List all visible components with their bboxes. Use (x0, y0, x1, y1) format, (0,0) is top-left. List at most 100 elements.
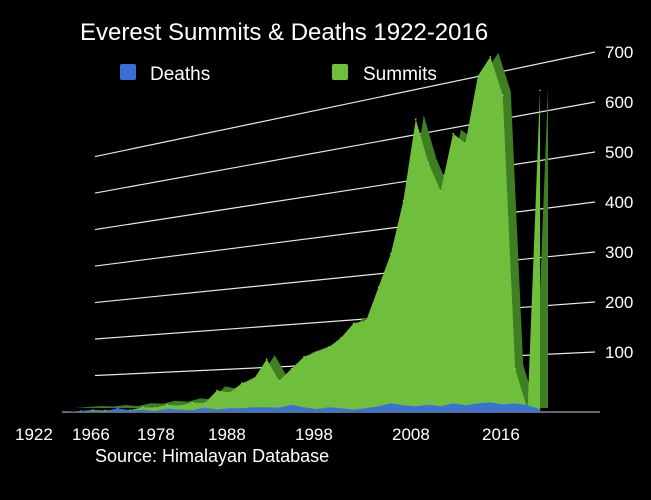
deaths-point-1982 (166, 408, 168, 410)
deaths-point-2014 (514, 402, 516, 404)
gridline-300 (94, 251, 596, 304)
deaths-point-1999 (328, 406, 330, 408)
x-tick-label: 1998 (295, 425, 333, 444)
gridline-500 (94, 151, 596, 231)
legend-swatch-summits (332, 64, 348, 80)
deaths-point-1986 (191, 409, 193, 411)
y-tick-label: 400 (605, 193, 633, 212)
y-tick-label: 100 (605, 343, 633, 362)
summits-point-2010 (464, 142, 467, 144)
summits-point-2004 (390, 252, 392, 255)
summits-point-2016 (539, 89, 541, 92)
summits-point-1994 (265, 358, 268, 361)
deaths-point-1994 (266, 406, 268, 408)
deaths-point-1984 (179, 409, 181, 411)
deaths-point-1996 (290, 404, 293, 406)
x-tick-label: 1966 (72, 425, 110, 444)
summits-point-1982 (166, 404, 169, 406)
summits-point-1993 (253, 377, 256, 380)
summits-point-1972 (104, 409, 107, 412)
plot-area (67, 52, 548, 413)
deaths-point-2005 (402, 404, 404, 406)
summits-point-1984 (178, 404, 181, 407)
deaths-point-2008 (440, 405, 442, 407)
summits-point-1998 (315, 351, 318, 353)
summits-point-1978 (141, 406, 144, 409)
deaths-point-1993 (253, 406, 255, 408)
y-tick-label: 300 (605, 243, 633, 262)
summits-point-2003 (377, 286, 380, 289)
deaths-point-1998 (315, 408, 318, 410)
deaths-point-1995 (278, 407, 280, 409)
summits-point-2001 (352, 322, 355, 325)
deaths-point-1922 (67, 411, 69, 413)
x-tick-label: 1988 (208, 425, 246, 444)
deaths-point-2015 (526, 404, 529, 406)
deaths-point-2000 (340, 407, 342, 409)
deaths-point-1966 (79, 410, 82, 412)
gridline-700 (94, 51, 596, 158)
deaths-point-1991 (228, 407, 231, 409)
deaths-point-2016 (539, 408, 541, 410)
deaths-point-2004 (390, 402, 392, 404)
deaths-point-2009 (452, 402, 454, 404)
summits-point-1980 (154, 406, 156, 409)
y-tick-label: 500 (605, 143, 633, 162)
deaths-point-1974 (117, 407, 119, 409)
deaths-point-2001 (353, 409, 355, 411)
deaths-point-2007 (427, 404, 429, 406)
deaths-point-2012 (489, 401, 491, 403)
deaths-point-1992 (241, 407, 243, 409)
summits-point-2014 (514, 368, 516, 370)
summits-point-1992 (241, 382, 243, 385)
summits-point-2002 (365, 320, 367, 322)
x-tick-label: 1978 (137, 425, 175, 444)
summits-point-1988 (203, 402, 206, 405)
deaths-point-1990 (216, 409, 218, 411)
x-tick-label: 1922 (15, 425, 53, 444)
summits-area (68, 56, 540, 413)
y-tick-label: 600 (605, 93, 633, 112)
x-tick-label: 2016 (482, 425, 520, 444)
legend-label-summits: Summits (363, 64, 437, 85)
summits-point-1995 (278, 380, 280, 382)
deaths-point-1988 (204, 407, 206, 409)
deaths-point-2013 (502, 403, 504, 405)
x-tick-label: 2008 (392, 425, 430, 444)
summits-point-2011 (477, 75, 479, 77)
deaths-point-2010 (464, 404, 467, 406)
summits-point-1996 (290, 368, 293, 370)
summits-point-2007 (427, 161, 430, 164)
x-axis-ticks: 1922 1966 1978 1988 1998 2008 2016 (15, 425, 520, 444)
gridlines (62, 51, 600, 413)
summits-point-2009 (452, 132, 454, 135)
summits-point-1970 (92, 409, 94, 411)
summits-point-2013 (501, 94, 504, 96)
deaths-point-1980 (154, 410, 156, 412)
legend-swatch-deaths (120, 64, 136, 80)
summits-point-1990 (216, 389, 218, 392)
legend-label-deaths: Deaths (150, 64, 210, 85)
deaths-point-1997 (303, 406, 305, 408)
summits-point-2006 (414, 118, 417, 120)
legend: Deaths Summits (120, 64, 437, 85)
deaths-point-1976 (129, 409, 131, 412)
deaths-point-2003 (377, 405, 380, 407)
summits-point-2008 (439, 190, 442, 192)
summits-point-1997 (303, 356, 305, 358)
summits-point-2012 (489, 56, 492, 58)
deaths-point-2011 (477, 402, 479, 404)
y-axis-ticks: 100 200 300 400 500 600 700 (605, 43, 633, 362)
summits-point-1991 (228, 392, 231, 394)
summits-point-2005 (402, 200, 405, 202)
summits-point-2000 (340, 336, 343, 339)
gridline-400 (94, 201, 596, 267)
gridline-600 (94, 101, 596, 194)
deaths-point-1978 (141, 409, 144, 411)
source-note: Source: Himalayan Database (95, 446, 329, 466)
deaths-point-1972 (104, 410, 106, 413)
deaths-point-2002 (365, 407, 367, 409)
y-tick-label: 200 (605, 293, 633, 312)
deaths-point-1970 (92, 410, 94, 412)
